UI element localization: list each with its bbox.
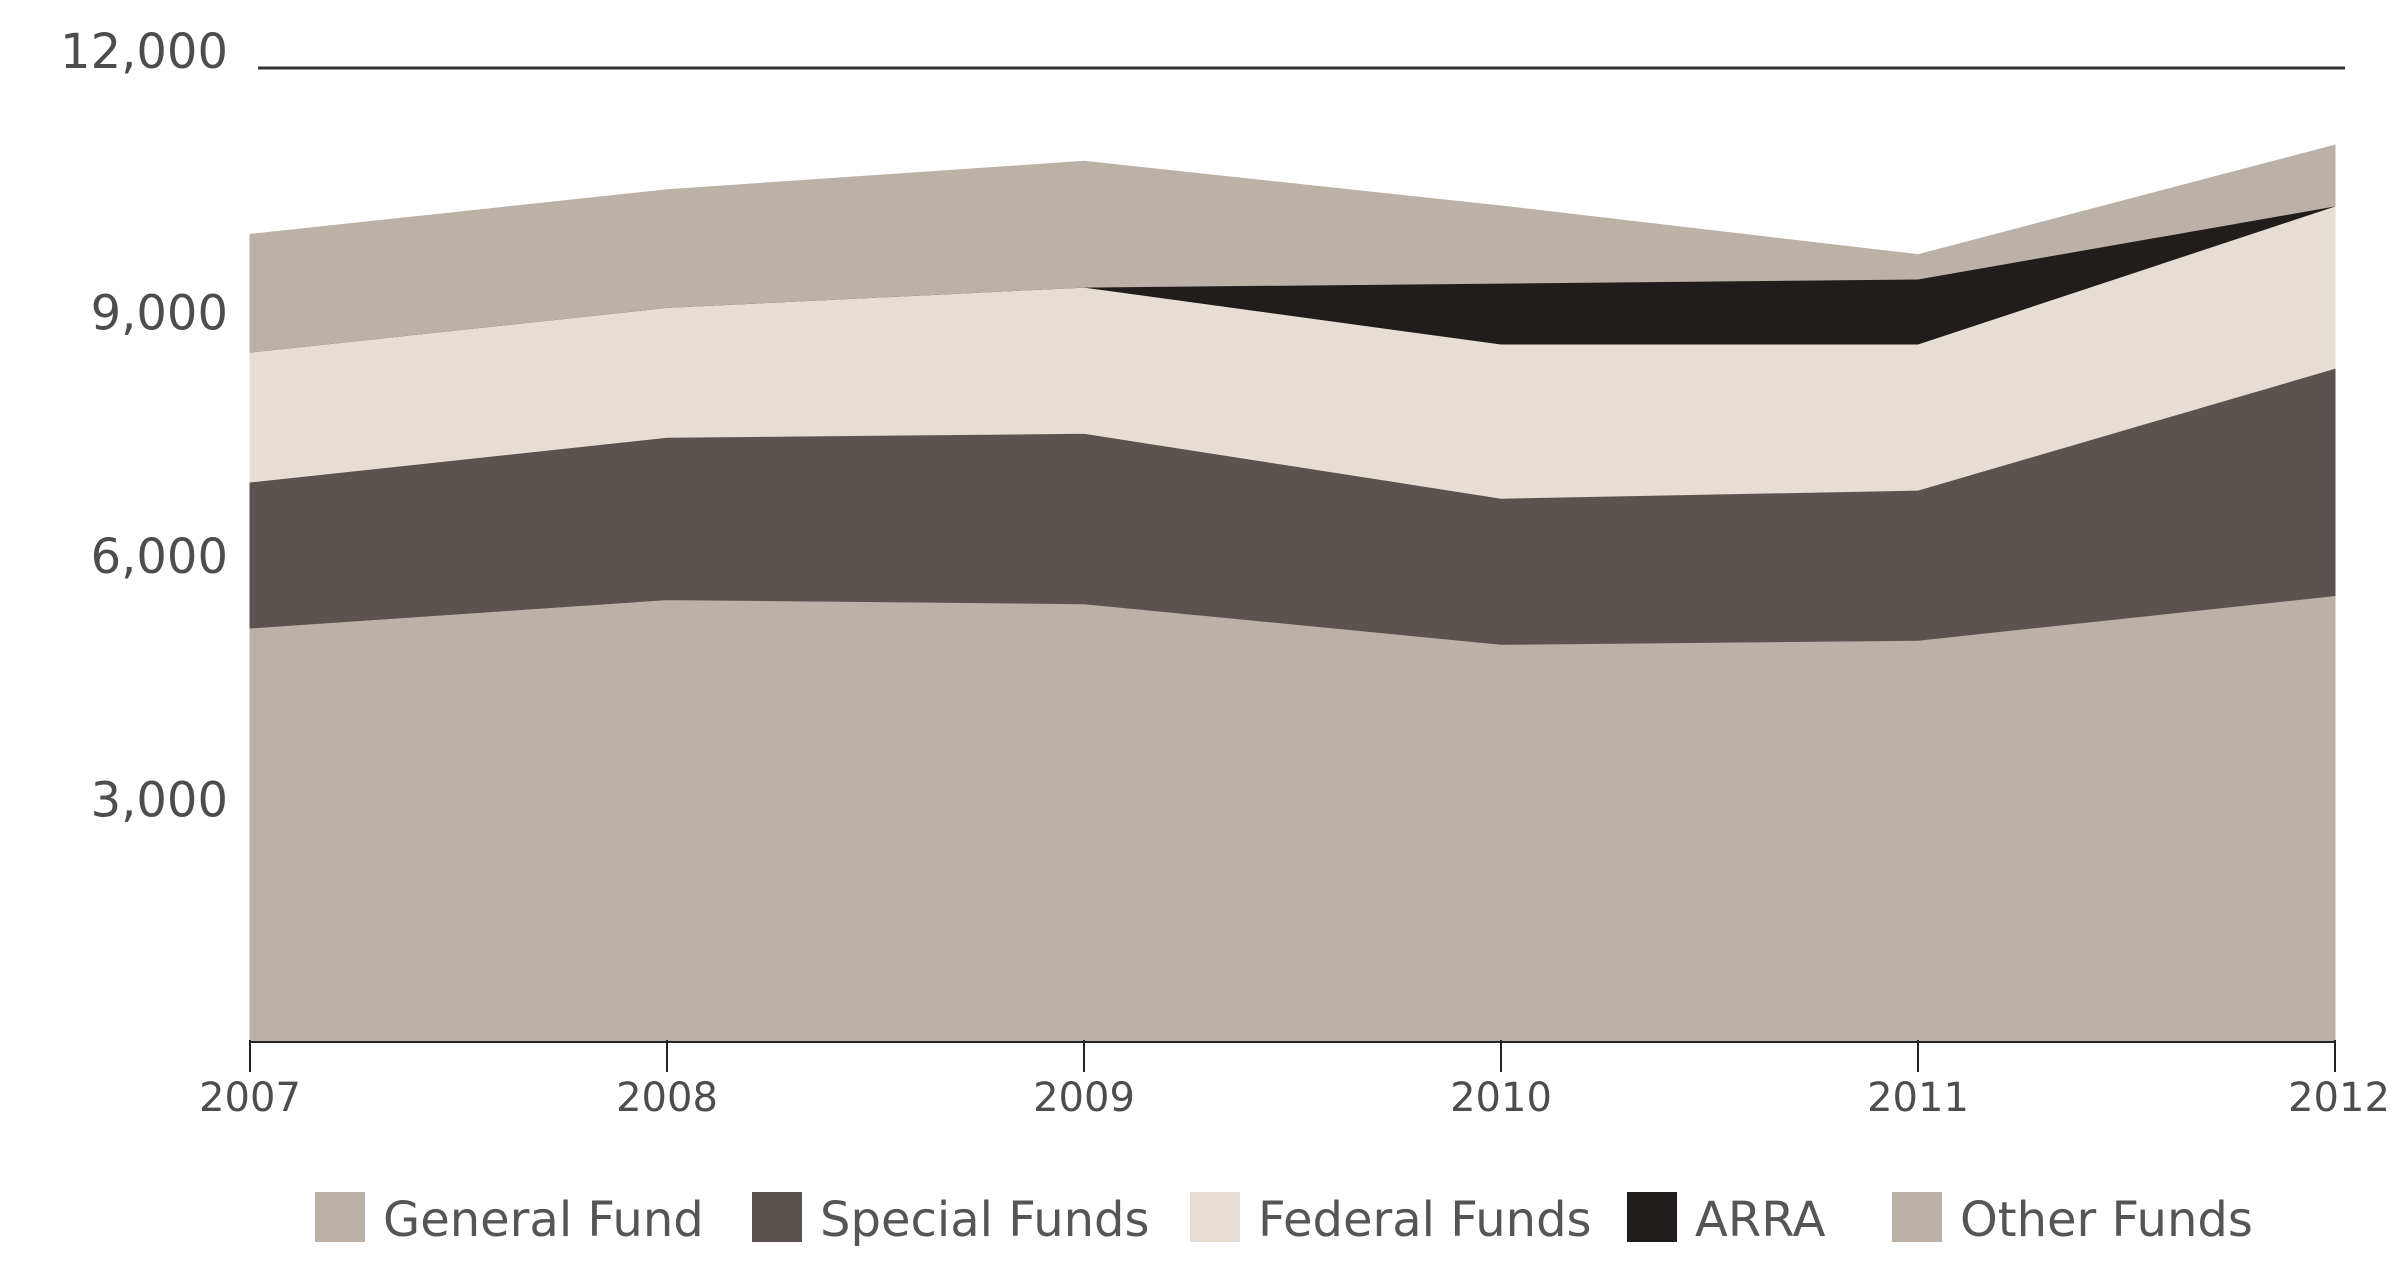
y-axis-tick-labels: 3,000 6,000 9,000 12,000: [60, 24, 228, 829]
area-other-funds: [249, 144, 2336, 353]
legend-item-other-funds: Other Funds: [1892, 1192, 2253, 1248]
y-tick-label: 12,000: [60, 24, 228, 80]
legend-label: General Fund: [383, 1192, 704, 1248]
legend-item-special-funds: Special Funds: [752, 1192, 1150, 1248]
x-tick-label: 2007: [199, 1075, 301, 1121]
legend-swatch: [752, 1192, 802, 1242]
y-tick-label: 3,000: [91, 773, 228, 829]
legend-swatch: [1892, 1192, 1942, 1242]
legend-label: ARRA: [1695, 1192, 1826, 1248]
legend-swatch: [1627, 1192, 1677, 1242]
legend-label: Federal Funds: [1258, 1192, 1592, 1248]
y-tick-label: 9,000: [91, 286, 228, 342]
legend-label: Other Funds: [1960, 1192, 2253, 1248]
area-general-fund: [249, 595, 2336, 1043]
y-tick-label: 6,000: [91, 529, 228, 585]
legend-swatch: [315, 1192, 365, 1242]
axes: [249, 66, 2345, 1072]
legend-item-federal-funds: Federal Funds: [1190, 1192, 1592, 1248]
x-tick-label: 2012: [2288, 1075, 2390, 1121]
legend-swatch: [1190, 1192, 1240, 1242]
x-tick-label: 2009: [1033, 1075, 1135, 1121]
x-tick-label: 2010: [1450, 1075, 1552, 1121]
x-tick-label: 2011: [1867, 1075, 1969, 1121]
area-layers: [249, 144, 2336, 1043]
legend-item-general-fund: General Fund: [315, 1192, 704, 1248]
x-tick-label: 2008: [616, 1075, 718, 1121]
x-axis-tick-labels: 2007 2008 2009 2010 2011 2012: [199, 1075, 2390, 1121]
legend-label: Special Funds: [820, 1192, 1150, 1248]
legend-item-arra: ARRA: [1627, 1192, 1826, 1248]
legend: General Fund Special Funds Federal Funds AR…: [315, 1192, 2253, 1248]
